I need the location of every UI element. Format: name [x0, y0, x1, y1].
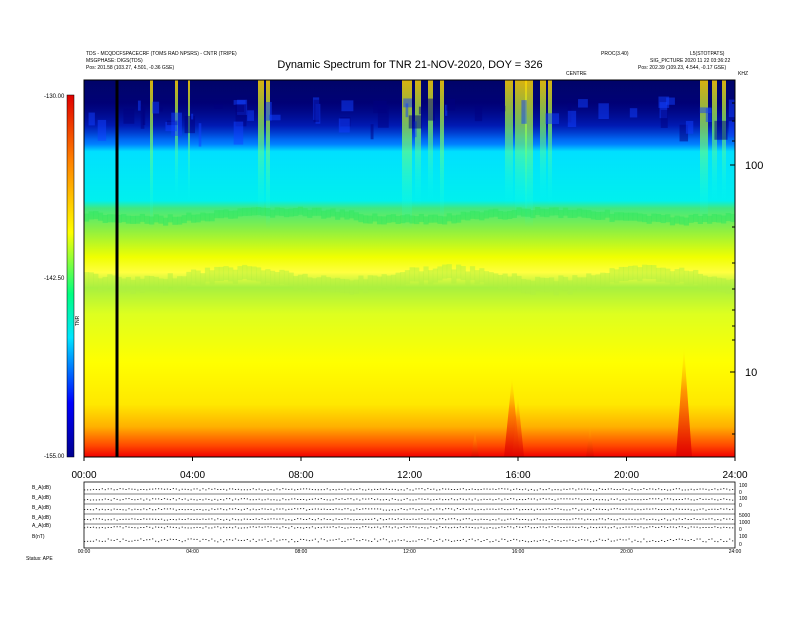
spectrogram [84, 80, 735, 457]
colorbar [66, 94, 75, 458]
bottom-right-tick-7: 0 [739, 527, 742, 533]
bottom-right-tick-5: 5000 [739, 513, 750, 519]
bottom-right-tick-1: 100 [739, 483, 748, 489]
bottom-x-tick-1200: 12:00 [403, 549, 416, 555]
x-tick-0800: 08:00 [288, 470, 313, 481]
right-axis [730, 80, 736, 457]
bottom-x-tick-0800: 08:00 [295, 549, 308, 555]
x-tick-2000: 20:00 [614, 470, 639, 481]
colorbar-label: TNR [75, 315, 81, 326]
bottom-row-label-2: B_A(dB) [32, 495, 51, 501]
bottom-panel [83, 481, 736, 549]
y-tick-10: 10 [745, 367, 757, 379]
bottom-x-tick-0000: 00:00 [78, 549, 91, 555]
status-footer: Status: APE [26, 556, 53, 562]
bottom-row-label-1: B_A(dB) [32, 485, 51, 491]
header-small-khz: KHZ [738, 71, 748, 77]
bottom-right-tick-2: 0 [739, 490, 742, 496]
bottom-x-tick-1600: 16:00 [512, 549, 525, 555]
bottom-row-label-4: B_A(dB) [32, 515, 51, 521]
x-tick-1200: 12:00 [397, 470, 422, 481]
bottom-row-label-6: B(nT) [32, 534, 45, 540]
bottom-right-tick-4: 0 [739, 503, 742, 509]
colorbar-tick-bottom: -155.00 [44, 454, 65, 460]
y-tick-100: 100 [745, 160, 763, 172]
header-left-line-2: MSGPHASE: DIGS(TDS) [86, 58, 143, 64]
bottom-x-tick-2400: 24:00 [729, 549, 742, 555]
bottom-right-tick-8: 100 [739, 534, 748, 540]
chart-title: Dynamic Spectrum for TNR 21-NOV-2020, DO… [277, 59, 542, 71]
x-axis [83, 457, 736, 461]
header-right-proc: PROC(3.40) [601, 51, 629, 57]
x-tick-2400: 24:00 [722, 470, 747, 481]
bottom-right-tick-3: 100 [739, 496, 748, 502]
colorbar-tick-mid: -142.50 [44, 276, 65, 282]
header-right-sub: SIG_PICTURE 2020 11 22 03:36:22 [650, 58, 730, 64]
bottom-x-tick-0400: 04:00 [186, 549, 199, 555]
header-right-pos: Pos: 202.39 (109.23, 4.544, -0.17 GSE) [638, 65, 726, 71]
colorbar-tick-top: -130.00 [44, 94, 65, 100]
bottom-right-tick-9: 0 [739, 542, 742, 548]
bottom-row-label-5: A_A(dB) [32, 523, 51, 529]
x-tick-1600: 16:00 [505, 470, 530, 481]
x-tick-0400: 04:00 [180, 470, 205, 481]
header-left-pos: Pos: 201.58 (103.27, 4.501, -0.36 GSE) [86, 65, 174, 71]
bottom-row-label-3: B_A(dB) [32, 505, 51, 511]
bottom-x-tick-2000: 20:00 [620, 549, 633, 555]
header-right-l5: L5(STOTPATS) [690, 51, 725, 57]
header-small-centre: CENTRE [566, 71, 587, 77]
header-left-line-1: TDS - MCQDCFSPACECRF (TOMS RAD NPSRS) - … [86, 51, 237, 57]
bottom-right-tick-6: 1000 [739, 520, 750, 526]
x-tick-0000: 00:00 [71, 470, 96, 481]
